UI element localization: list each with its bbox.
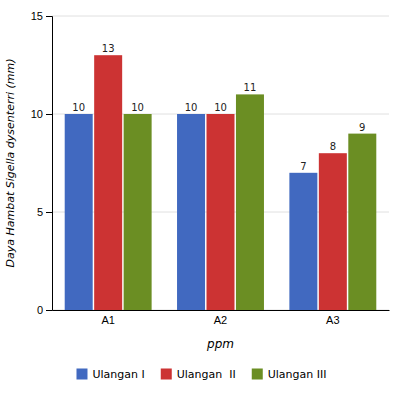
bar: [348, 134, 376, 310]
bar-series: [94, 55, 347, 310]
tick-mark: [46, 16, 52, 17]
grid-line: [52, 16, 389, 17]
tick-label: A2: [214, 314, 227, 326]
y-axis: 0 5 10 15: [31, 10, 53, 316]
bar-series: [124, 94, 377, 310]
bar: [94, 55, 122, 310]
tick: 5: [37, 206, 52, 218]
bars: [65, 55, 377, 310]
tick-mark: [46, 212, 52, 213]
tick-label: 5: [37, 206, 43, 218]
tick: 0: [37, 304, 52, 316]
bar: [65, 114, 93, 310]
tick-label: 0: [37, 304, 43, 316]
legend-item: Ulangan III: [252, 368, 327, 381]
data-labels: 10 10 7 13 10 8 10 11 9: [72, 43, 365, 172]
legend-label: Ulangan I: [92, 368, 144, 381]
tick-label: 15: [31, 10, 43, 22]
bar: [177, 114, 205, 310]
legend-label: Ulangan II: [177, 368, 236, 381]
tick: 10: [31, 108, 52, 120]
legend-swatch: [76, 369, 87, 380]
data-label: 7: [300, 161, 306, 172]
tick: 15: [31, 10, 52, 22]
y-axis-title: Daya Hambat Sigella dysenterri (mm): [4, 58, 17, 267]
x-axis: A1 A2 A3: [53, 311, 390, 326]
chart: 10 10 7 13 10 8 10 11 9 0 5 10 15 A1 A2 A3 ppm Daya Hamba…: [0, 0, 403, 396]
tick-mark: [46, 310, 52, 311]
data-label: 11: [244, 82, 257, 93]
data-label: 10: [131, 102, 144, 113]
tick-mark: [46, 114, 52, 115]
x-axis-title: ppm: [206, 337, 234, 351]
legend-item: Ulangan II: [161, 368, 236, 381]
tick: A1: [101, 314, 114, 326]
legend-swatch: [252, 369, 263, 380]
data-label: 9: [359, 122, 365, 133]
tick-label: 10: [31, 108, 43, 120]
axis-line: [46, 17, 53, 311]
bar: [207, 114, 235, 310]
data-label: 8: [330, 141, 336, 152]
bar: [236, 94, 264, 310]
plot: 10 10 7 13 10 8 10 11 9 0 5 10 15 A1 A2 A3: [31, 10, 390, 326]
legend: Ulangan I Ulangan II Ulangan III: [76, 368, 326, 381]
legend-label: Ulangan III: [268, 368, 327, 381]
tick-label: A1: [101, 314, 114, 326]
bar: [289, 173, 317, 310]
data-label: 10: [214, 102, 227, 113]
tick: A2: [214, 314, 227, 326]
axis-line: [53, 310, 390, 311]
data-label: 13: [102, 43, 115, 54]
data-label: 10: [185, 102, 198, 113]
bar: [319, 153, 347, 310]
grid: [52, 16, 389, 310]
legend-swatch: [161, 369, 172, 380]
data-label: 10: [72, 102, 85, 113]
legend-item: Ulangan I: [76, 368, 144, 381]
tick: A3: [326, 314, 339, 326]
bar: [124, 114, 152, 310]
tick-label: A3: [326, 314, 339, 326]
